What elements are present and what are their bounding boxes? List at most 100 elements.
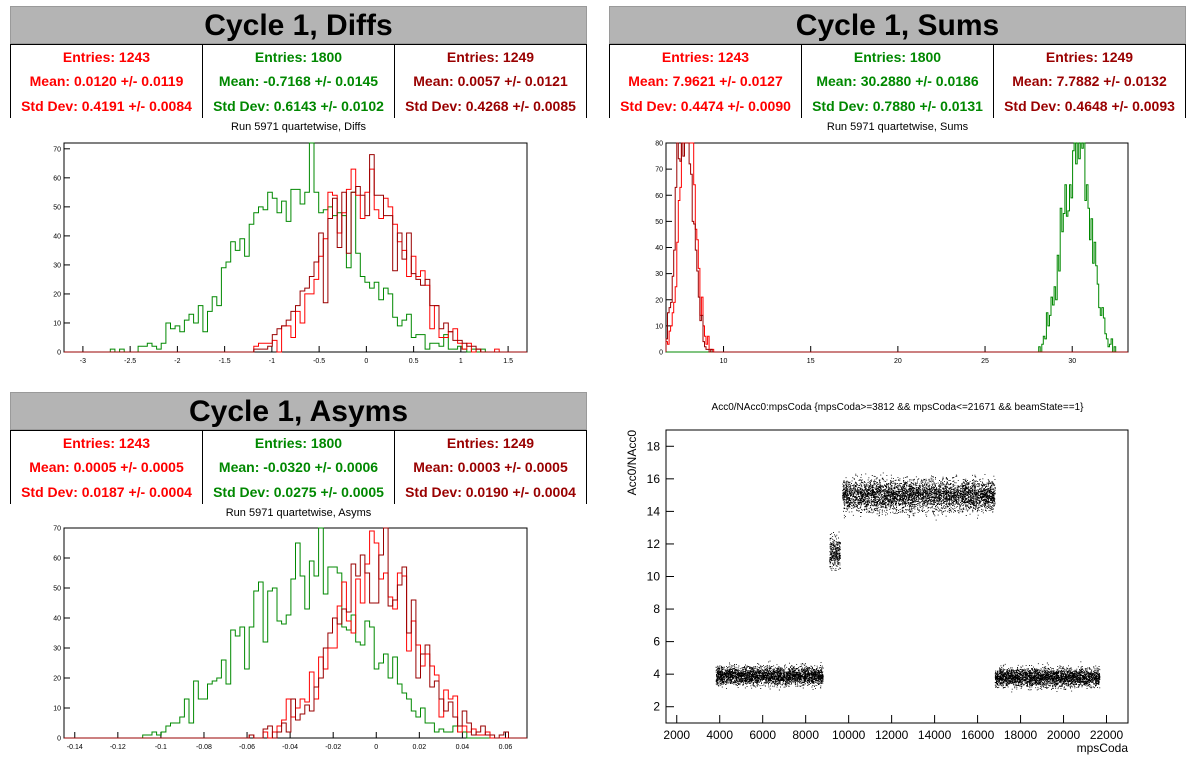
asyms-stats-green: Entries: 1800 Mean: -0.0320 +/- 0.0006 S… xyxy=(203,431,395,504)
y-tick-label: 4 xyxy=(653,667,660,681)
x-tick-label: -0.06 xyxy=(239,744,255,751)
sums-header: Cycle 1, Sums xyxy=(609,6,1186,44)
scatter-cluster-2 xyxy=(842,472,996,521)
stat-entries: Entries: 1800 xyxy=(254,435,343,452)
x-tick-label: -2.5 xyxy=(124,358,136,365)
y-tick-label: 30 xyxy=(53,262,61,269)
histogram-series-2 xyxy=(64,527,527,739)
diffs-stats-box: Entries: 1243 Mean: 0.0120 +/- 0.0119 St… xyxy=(10,44,587,118)
x-tick-label: -3 xyxy=(80,358,86,365)
x-tick-label: -0.02 xyxy=(325,744,341,751)
x-tick-label: 20000 xyxy=(1047,728,1081,742)
histogram-series-0 xyxy=(64,527,527,739)
x-tick-label: 30 xyxy=(1068,358,1076,365)
stat-entries: Entries: 1249 xyxy=(446,435,535,452)
x-tick-label: 16000 xyxy=(961,728,995,742)
stat-std: Std Dev: 0.4268 +/- 0.0085 xyxy=(405,97,576,114)
x-tick-label: -0.5 xyxy=(313,358,325,365)
y-tick-label: 16 xyxy=(647,472,661,486)
x-tick-label: 10000 xyxy=(832,728,866,742)
y-tick-label: 80 xyxy=(655,141,663,148)
x-tick-label: 0 xyxy=(364,358,368,365)
x-tick-label: 22000 xyxy=(1090,728,1124,742)
stat-entries: Entries: 1800 xyxy=(853,49,942,66)
stat-mean: Mean: 7.9621 +/- 0.0127 xyxy=(628,73,783,90)
x-tick-label: -0.14 xyxy=(67,744,83,751)
x-tick-label: 0.04 xyxy=(456,744,470,751)
y-tick-label: 30 xyxy=(53,646,61,653)
stat-std: Std Dev: 0.0187 +/- 0.0004 xyxy=(21,483,192,500)
y-tick-label: 10 xyxy=(655,323,663,330)
asyms-plot-title: Run 5971 quartetwise, Asyms xyxy=(225,507,372,519)
x-tick-label: 0.06 xyxy=(499,744,513,751)
stat-std: Std Dev: 0.4474 +/- 0.0090 xyxy=(620,97,791,114)
stat-entries: Entries: 1249 xyxy=(446,49,535,66)
x-tick-label: 2000 xyxy=(663,728,690,742)
y-tick-label: 12 xyxy=(647,537,661,551)
y-tick-label: 8 xyxy=(653,602,660,616)
asyms-stats-red: Entries: 1243 Mean: 0.0005 +/- 0.0005 St… xyxy=(11,431,203,504)
x-tick-label: 0.5 xyxy=(409,358,419,365)
y-tick-label: 40 xyxy=(655,245,663,252)
asyms-stats-box: Entries: 1243 Mean: 0.0005 +/- 0.0005 St… xyxy=(10,430,587,504)
y-axis-label: Acc0/NAcc0 xyxy=(625,430,639,496)
stat-entries: Entries: 1249 xyxy=(1045,49,1134,66)
y-tick-label: 40 xyxy=(53,233,61,240)
stat-std: Std Dev: 0.0190 +/- 0.0004 xyxy=(405,483,576,500)
stat-mean: Mean: 0.0057 +/- 0.0121 xyxy=(413,73,568,90)
y-tick-label: 40 xyxy=(53,616,61,623)
stat-mean: Mean: 7.7882 +/- 0.0132 xyxy=(1012,73,1167,90)
x-tick-label: -1.5 xyxy=(219,358,231,365)
y-tick-label: 60 xyxy=(53,556,61,563)
scatter-cluster-3 xyxy=(994,661,1101,693)
x-tick-label: 20 xyxy=(894,358,902,365)
scatter-cluster-1 xyxy=(829,531,841,571)
y-tick-label: 70 xyxy=(53,146,61,153)
y-tick-label: 60 xyxy=(655,193,663,200)
stat-std: Std Dev: 0.7880 +/- 0.0131 xyxy=(812,97,983,114)
stat-std: Std Dev: 0.6143 +/- 0.0102 xyxy=(213,97,384,114)
x-tick-label: 1 xyxy=(459,358,463,365)
sums-stats-darkred: Entries: 1249 Mean: 7.7882 +/- 0.0132 St… xyxy=(994,45,1185,118)
x-tick-label: 0 xyxy=(374,744,378,751)
y-tick-label: 20 xyxy=(655,297,663,304)
y-tick-label: 0 xyxy=(57,736,61,743)
y-tick-label: 50 xyxy=(655,219,663,226)
x-axis-label: mpsCoda xyxy=(1077,741,1129,755)
x-tick-label: 12000 xyxy=(875,728,909,742)
x-tick-label: -0.08 xyxy=(196,744,212,751)
stat-std: Std Dev: 0.4191 +/- 0.0084 xyxy=(21,97,192,114)
y-tick-label: 50 xyxy=(53,204,61,211)
asyms-header: Cycle 1, Asyms xyxy=(10,392,587,430)
stat-mean: Mean: 0.0120 +/- 0.0119 xyxy=(29,73,184,90)
diffs-stats-green: Entries: 1800 Mean: -0.7168 +/- 0.0145 S… xyxy=(203,45,395,118)
x-tick-label: -0.04 xyxy=(282,744,298,751)
y-tick-label: 6 xyxy=(653,635,660,649)
stat-mean: Mean: 0.0003 +/- 0.0005 xyxy=(413,459,568,476)
x-tick-label: 1.5 xyxy=(503,358,513,365)
histogram-series-1 xyxy=(665,142,1128,353)
plot-frame xyxy=(63,527,528,739)
diffs-stats-red: Entries: 1243 Mean: 0.0120 +/- 0.0119 St… xyxy=(11,45,203,118)
diffs-plot-title: Run 5971 quartetwise, Diffs xyxy=(231,121,366,133)
y-tick-label: 0 xyxy=(57,350,61,357)
stat-entries: Entries: 1243 xyxy=(62,49,151,66)
x-tick-label: -2 xyxy=(174,358,180,365)
stat-entries: Entries: 1243 xyxy=(62,435,151,452)
stat-mean: Mean: -0.0320 +/- 0.0006 xyxy=(218,459,379,476)
y-tick-label: 20 xyxy=(53,676,61,683)
diffs-stats-darkred: Entries: 1249 Mean: 0.0057 +/- 0.0121 St… xyxy=(395,45,586,118)
asyms-stats-darkred: Entries: 1249 Mean: 0.0003 +/- 0.0005 St… xyxy=(395,431,586,504)
plot-frame xyxy=(63,142,528,353)
diffs-header: Cycle 1, Diffs xyxy=(10,6,587,44)
histogram-series-1 xyxy=(64,168,527,353)
y-tick-label: 30 xyxy=(655,271,663,278)
histogram-series-0 xyxy=(64,142,527,353)
y-tick-label: 20 xyxy=(53,291,61,298)
stat-mean: Mean: 0.0005 +/- 0.0005 xyxy=(29,459,184,476)
x-tick-label: 10 xyxy=(720,358,728,365)
y-tick-label: 18 xyxy=(647,439,661,453)
sums-stats-green: Entries: 1800 Mean: 30.2880 +/- 0.0186 S… xyxy=(802,45,994,118)
y-tick-label: 10 xyxy=(53,706,61,713)
